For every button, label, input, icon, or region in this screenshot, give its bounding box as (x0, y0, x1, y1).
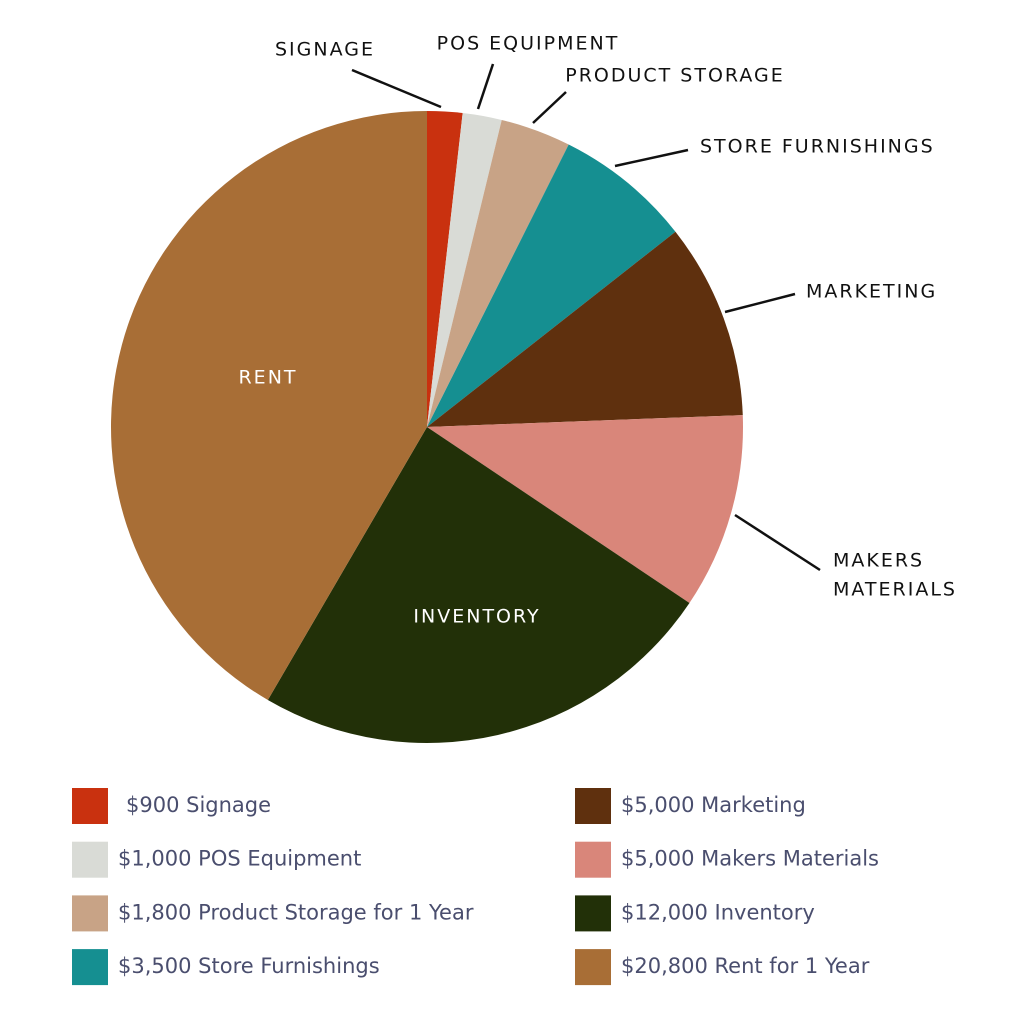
legend-swatch (72, 949, 108, 986)
pie-slice (110, 111, 428, 700)
legend-label: $1,800 Product Storage for 1 Year (118, 900, 474, 924)
legend-swatch (575, 895, 611, 932)
pie-slice (427, 113, 502, 427)
pie-slice (427, 415, 743, 603)
legend-label: $5,000 Makers Materials (621, 847, 879, 871)
leader-line (724, 292, 796, 314)
legend-swatch (575, 841, 611, 878)
pie-slice (427, 231, 743, 427)
slice-label: MAKERS (833, 550, 924, 572)
legend-label: $3,500 Store Furnishings (118, 954, 380, 978)
leader-line (351, 68, 442, 109)
legend-swatch (575, 788, 611, 824)
legend-swatch (72, 895, 108, 932)
legend-label: $12,000 Inventory (621, 900, 815, 924)
leader-line (532, 91, 567, 124)
leader-line (614, 148, 689, 168)
pie-slice (427, 144, 676, 427)
legend-label: $5,000 Marketing (621, 793, 806, 817)
slice-label: PRODUCT STORAGE (565, 65, 785, 87)
pie-slice (427, 111, 463, 427)
slice-label: SIGNAGE (275, 39, 375, 61)
slice-label: INVENTORY (413, 606, 540, 628)
slice-label: MARKETING (806, 281, 937, 303)
legend-swatch (72, 841, 108, 878)
leader-lines (351, 63, 821, 572)
slice-label: RENT (238, 367, 297, 389)
legend-swatch (72, 788, 108, 824)
slice-label: MATERIALS (833, 579, 957, 601)
legend-label: $900 Signage (126, 793, 271, 817)
legend-label: $20,800 Rent for 1 Year (621, 954, 870, 978)
leader-line (734, 513, 821, 572)
legend-swatch (575, 949, 611, 986)
leader-line (476, 63, 495, 110)
legend-label: $1,000 POS Equipment (118, 847, 361, 871)
slice-label: POS EQUIPMENT (437, 33, 620, 55)
pie-slice (267, 427, 690, 744)
pie-slice (427, 119, 569, 428)
slice-label: STORE FURNISHINGS (700, 136, 935, 158)
